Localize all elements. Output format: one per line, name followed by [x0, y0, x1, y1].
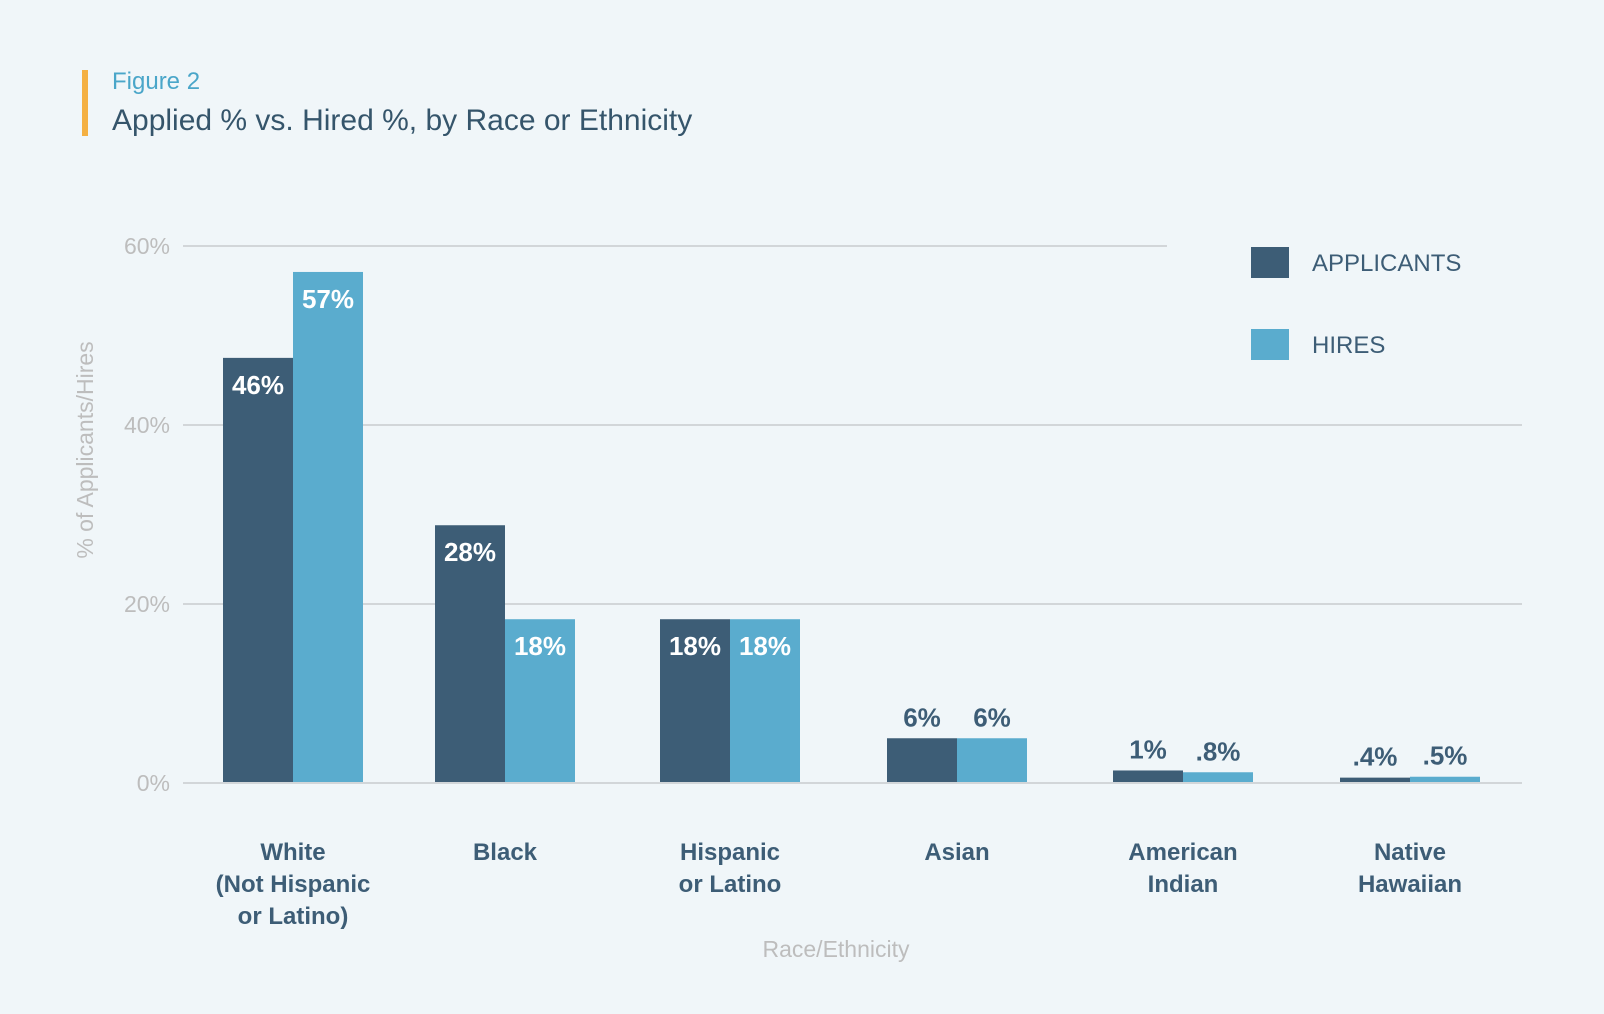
- data-label: .8%: [1196, 736, 1241, 766]
- category-label: Asian: [924, 839, 989, 866]
- x-axis-title: Race/Ethnicity: [762, 936, 910, 962]
- bar-applicants: [223, 357, 293, 783]
- category-label: Hispanic: [680, 839, 780, 866]
- data-label: 18%: [669, 631, 721, 661]
- bar-applicants: [887, 738, 957, 783]
- bar-hires: [293, 271, 363, 783]
- bar-hires: [1183, 772, 1253, 783]
- y-tick-label: 40%: [124, 412, 170, 438]
- bar-applicants: [435, 525, 505, 783]
- category-label: Hawaiian: [1358, 871, 1462, 898]
- data-label: 28%: [444, 537, 496, 567]
- category-label: Native: [1374, 839, 1446, 866]
- bar-hires: [1410, 776, 1480, 783]
- data-label: 18%: [514, 631, 566, 661]
- bar-hires: [730, 619, 800, 783]
- y-axis-title: % of Applicants/Hires: [72, 341, 98, 558]
- category-label: Indian: [1148, 871, 1219, 898]
- figure-number: Figure 2: [112, 68, 201, 95]
- bar-hires: [957, 738, 1027, 783]
- data-label: .4%: [1353, 742, 1398, 772]
- data-label: .5%: [1423, 741, 1468, 771]
- accent-bar: [82, 70, 88, 136]
- data-label: 6%: [973, 702, 1011, 732]
- data-label: 46%: [232, 370, 284, 400]
- bar-applicants: [660, 619, 730, 783]
- category-label: or Latino): [238, 903, 349, 930]
- legend-swatch-applicants: [1251, 247, 1289, 278]
- y-tick-label: 0%: [137, 770, 170, 796]
- figure-title: Applied % vs. Hired %, by Race or Ethnic…: [112, 104, 693, 137]
- data-label: 1%: [1129, 734, 1167, 764]
- category-label: American: [1128, 839, 1237, 866]
- bar-applicants: [1113, 770, 1183, 783]
- bar-hires: [505, 619, 575, 783]
- legend-label-hires: HIRES: [1312, 332, 1385, 359]
- data-label: 57%: [302, 284, 354, 314]
- legend-label-applicants: APPLICANTS: [1312, 250, 1461, 277]
- category-label: White: [260, 839, 325, 866]
- y-tick-label: 20%: [124, 591, 170, 617]
- category-label: Black: [473, 839, 538, 866]
- y-tick-label: 60%: [124, 233, 170, 259]
- data-label: 6%: [903, 702, 941, 732]
- bar-applicants: [1340, 777, 1410, 783]
- category-label: (Not Hispanic: [216, 871, 371, 898]
- legend-swatch-hires: [1251, 329, 1289, 360]
- data-label: 18%: [739, 631, 791, 661]
- category-label: or Latino: [679, 871, 782, 898]
